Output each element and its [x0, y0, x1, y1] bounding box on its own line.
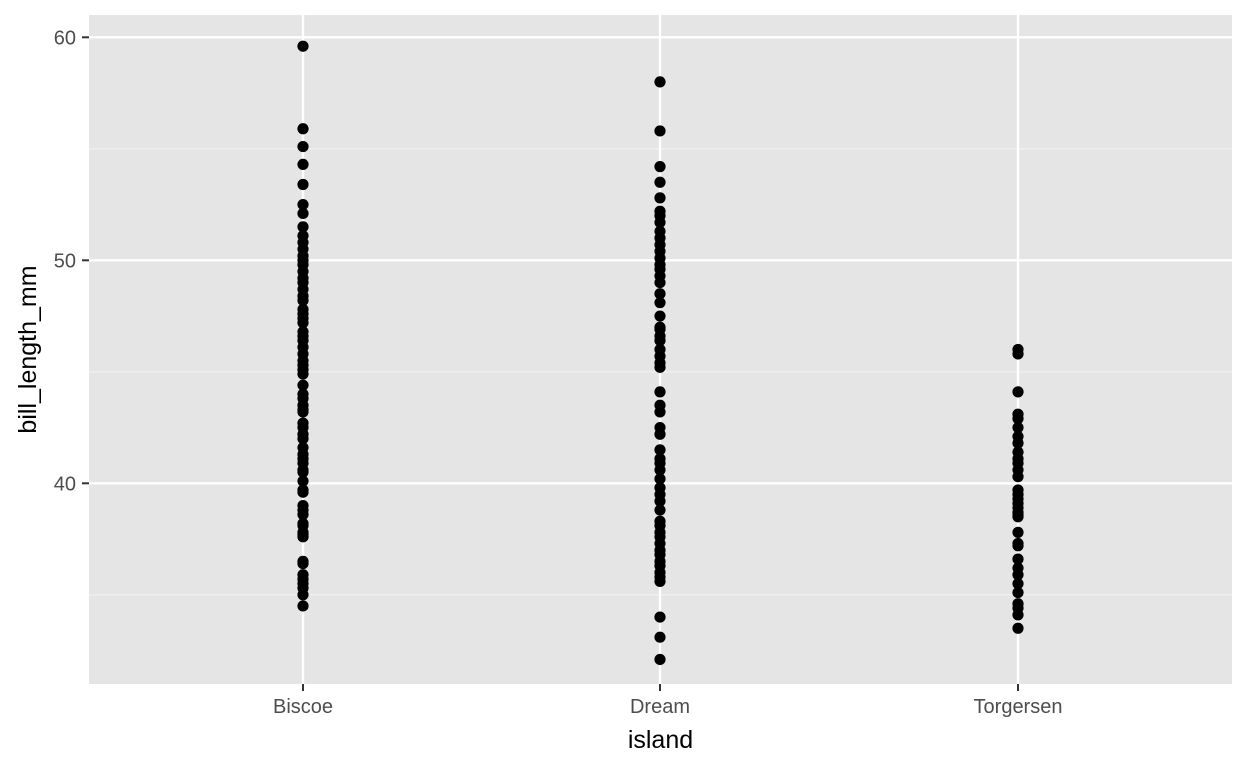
data-point: [654, 288, 666, 300]
x-tick-label: Torgersen: [974, 696, 1063, 718]
data-point: [297, 417, 309, 429]
data-point: [297, 517, 309, 530]
data-point: [654, 297, 666, 309]
data-point: [297, 140, 309, 153]
data-point: [654, 611, 666, 623]
data-point: [1012, 622, 1024, 634]
data-point: [1012, 343, 1024, 356]
data-point: [1012, 537, 1024, 550]
data-point: [1012, 553, 1024, 565]
data-point: [1012, 484, 1024, 496]
data-point: [654, 225, 666, 237]
data-point: [654, 176, 666, 188]
y-tick-label: 40: [54, 473, 76, 495]
data-points: [297, 40, 1024, 666]
data-point: [654, 310, 666, 322]
data-point: [297, 178, 309, 191]
data-point: [1012, 430, 1024, 443]
data-point: [654, 453, 666, 465]
data-point: [297, 158, 309, 171]
data-point: [654, 399, 666, 411]
data-point: [297, 442, 309, 454]
data-point: [1012, 526, 1024, 538]
data-point: [1012, 598, 1024, 610]
data-point: [297, 500, 309, 512]
data-point: [654, 482, 666, 494]
data-point: [654, 205, 666, 217]
y-axis: 40 50 60: [54, 27, 89, 495]
data-point: [1012, 578, 1024, 590]
data-point: [297, 555, 309, 567]
data-point: [297, 303, 309, 315]
data-point: [297, 484, 309, 496]
data-point: [297, 388, 309, 400]
data-point: [654, 515, 666, 527]
data-point: [654, 421, 666, 434]
y-tick-label: 60: [54, 27, 76, 49]
data-point: [1012, 446, 1024, 458]
data-point: [654, 192, 666, 204]
x-tick-label: Biscoe: [273, 696, 333, 718]
data-point: [654, 631, 666, 643]
data-point: [654, 321, 666, 333]
data-point: [654, 125, 666, 137]
y-axis-title: bill_length_mm: [14, 265, 42, 433]
data-point: [297, 475, 309, 487]
data-point: [297, 40, 309, 52]
data-point: [297, 326, 309, 338]
data-point: [1012, 386, 1024, 398]
data-point: [654, 343, 666, 356]
data-point: [297, 221, 309, 233]
data-point: [1012, 586, 1024, 599]
data-point: [654, 473, 666, 485]
x-axis: Biscoe Dream Torgersen: [273, 684, 1062, 718]
data-point: [297, 569, 309, 581]
data-point: [654, 504, 666, 516]
data-point: [297, 207, 309, 220]
data-point: [297, 198, 309, 211]
data-point: [297, 123, 309, 135]
data-point: [297, 379, 309, 391]
data-point: [297, 600, 309, 612]
data-point: [654, 161, 666, 173]
y-tick-label: 50: [54, 250, 76, 272]
data-point: [297, 230, 309, 242]
data-point: [654, 76, 666, 88]
x-axis-title: island: [628, 726, 693, 754]
data-point: [1012, 421, 1024, 434]
data-point: [1012, 408, 1024, 420]
data-point: [654, 653, 666, 666]
data-point: [654, 386, 666, 398]
data-point: [1012, 562, 1024, 574]
data-point: [654, 444, 666, 456]
x-tick-label: Dream: [630, 696, 690, 718]
